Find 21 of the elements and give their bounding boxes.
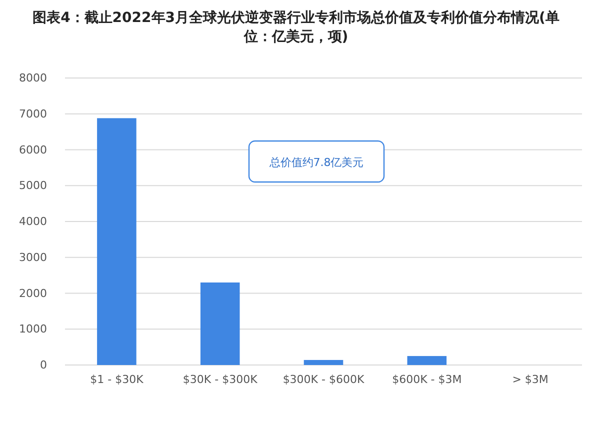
- y-tick-label: 3000: [19, 250, 47, 264]
- y-tick-label: 5000: [19, 179, 47, 192]
- y-tick-label: 4000: [19, 215, 47, 228]
- bar: [200, 282, 240, 365]
- bar: [97, 118, 136, 365]
- chart-title: 图表4：截止2022年3月全球光伏逆变器行业专利市场总价值及专利价值分布情况(单位：亿美元，项): [32, 9, 560, 45]
- x-tick-label: $300K - $600K: [282, 372, 365, 386]
- y-tick-label: 0: [40, 358, 47, 372]
- x-tick-label: $30K - $300K: [182, 372, 258, 386]
- x-tick-label: $600K - $3M: [392, 372, 462, 386]
- bar: [407, 356, 447, 365]
- y-tick-label: 1000: [19, 322, 47, 336]
- y-tick-label: 2000: [19, 286, 47, 300]
- annotation: 总价值约7.8亿美元: [268, 156, 364, 169]
- x-tick-label: > $3M: [512, 372, 548, 386]
- y-tick-label: 7000: [19, 107, 47, 120]
- bar: [304, 360, 344, 365]
- y-tick-label: 6000: [19, 143, 47, 156]
- x-tick-label: $1 - $30K: [90, 372, 144, 386]
- y-tick-label: 8000: [19, 72, 47, 85]
- note-box: 总价值约7.8亿美元: [248, 140, 385, 183]
